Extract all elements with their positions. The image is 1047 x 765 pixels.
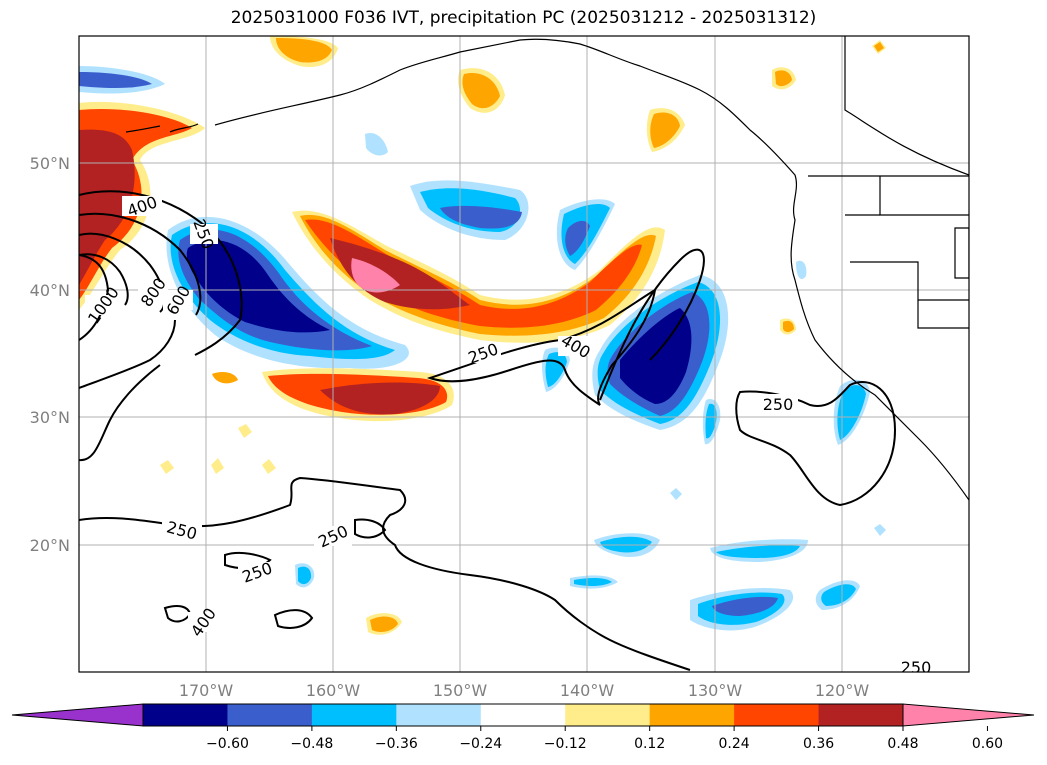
colorbar-tick-label: 0.12	[634, 736, 665, 752]
contour-label: 250	[763, 395, 794, 414]
colorbar-tick-label: −0.48	[290, 736, 333, 752]
ivt-contours	[79, 190, 897, 671]
colorbar-tick-label: −0.36	[375, 736, 418, 752]
map-frame	[78, 35, 970, 673]
precip-positive-south-band	[212, 368, 454, 422]
colorbar-tick-label: 0.60	[972, 736, 1003, 752]
colorbar-segment	[565, 704, 651, 726]
colorbar-tick-label: 0.36	[803, 736, 834, 752]
lon-label: 140°W	[560, 681, 615, 700]
precip-misc-patches	[160, 36, 886, 635]
lon-label: 150°W	[433, 681, 488, 700]
lon-label: 130°W	[688, 681, 743, 700]
colorbar-segment	[480, 704, 566, 726]
grid-lines	[79, 36, 969, 672]
colorbar-underflow-triangle	[11, 703, 144, 727]
lon-label: 160°W	[306, 681, 361, 700]
contour-label: 250	[901, 658, 932, 677]
colorbar-segment	[227, 704, 313, 726]
colorbar-segment	[396, 704, 482, 726]
precip-negative-center-west	[166, 216, 409, 369]
colorbar-segment	[143, 704, 228, 726]
contour-labels: 400 250 800 600 1000 250 400 250 250 250…	[84, 192, 936, 677]
lat-label: 50°N	[30, 154, 70, 173]
map-title: 2025031000 F036 IVT, precipitation PC (2…	[230, 8, 817, 28]
colorbar-segment	[311, 704, 397, 726]
lat-label: 40°N	[30, 281, 70, 300]
colorbar-tick-label: −0.12	[544, 736, 587, 752]
contour-label: 400	[187, 604, 220, 640]
lon-label: 170°W	[179, 681, 234, 700]
colorbar-segment	[818, 704, 904, 726]
longitude-labels: 170°W 160°W 150°W 140°W 130°W 120°W	[179, 681, 870, 700]
colorbar-segment	[734, 704, 820, 726]
precip-negative-east	[592, 275, 729, 430]
colorbar-tick-label: −0.24	[459, 736, 502, 752]
lon-label: 120°W	[815, 681, 870, 700]
latitude-labels: 50°N 40°N 30°N 20°N	[30, 154, 70, 555]
lat-label: 30°N	[30, 408, 70, 427]
precip-positive-center-band	[292, 210, 665, 343]
lat-label: 20°N	[30, 536, 70, 555]
colorbar-tick-label: 0.48	[887, 736, 918, 752]
colorbar-tick-label: 0.24	[719, 736, 750, 752]
colorbar-tick-label: −0.60	[206, 736, 249, 752]
colorbar-frame	[142, 703, 904, 727]
colorbar-overflow-triangle	[902, 703, 1035, 727]
colorbar-segment	[649, 704, 735, 726]
coastlines	[125, 36, 969, 501]
colorbar: −0.60 −0.48 −0.36 −0.24 −0.12 0.12 0.24 0.36 0.4…	[11, 703, 1035, 752]
